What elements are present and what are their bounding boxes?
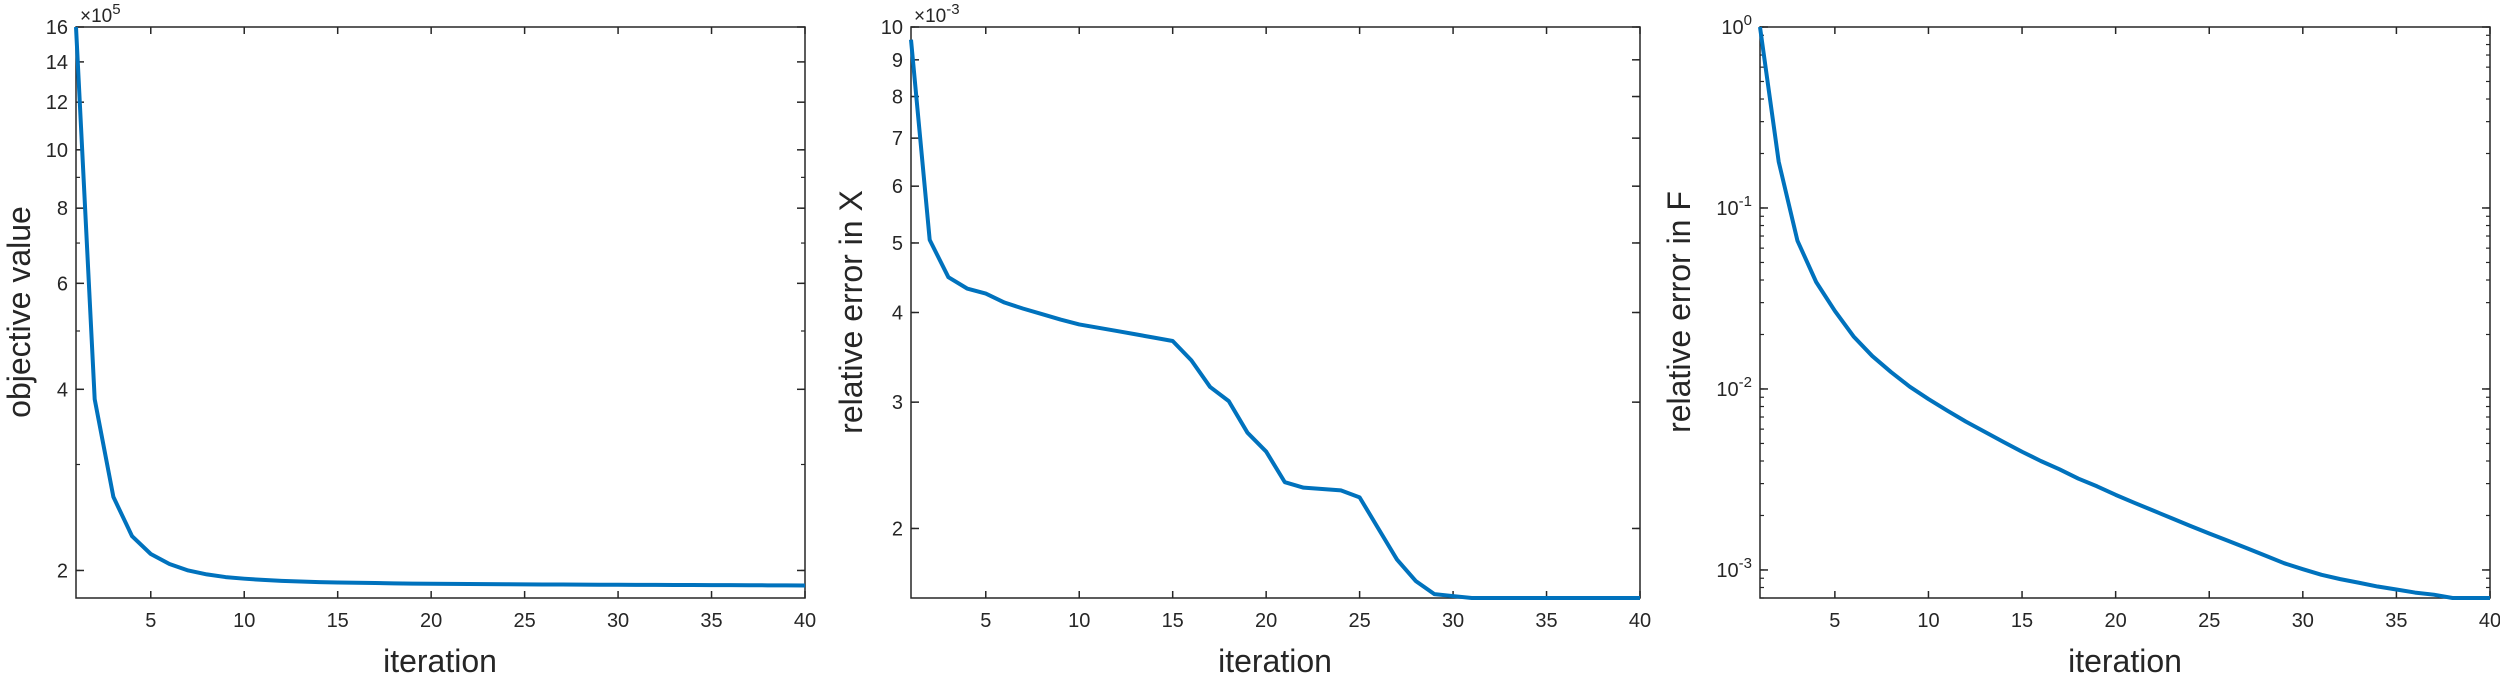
x-tick-label: 35 [700,610,722,632]
y-tick-label: 2 [57,560,68,582]
y-axis-label: relative error in F [1661,191,1697,433]
series-line [1758,26,2490,600]
x-tick-label: 35 [1535,610,1557,632]
y-tick-label: 2 [892,518,903,540]
y-tick-label: 16 [46,17,68,39]
x-tick-label: 35 [2385,610,2407,632]
y-tick-label: 4 [892,303,903,325]
x-tick-label: 25 [2198,610,2220,632]
x-tick-label: 20 [420,610,442,632]
y-axis-multiplier: ×10-3 [914,1,960,27]
y-ticks: 10-3 10-2 10-1 100 [1716,12,2490,599]
panel-relative-error-f: 5 10 15 20 25 30 35 40 10-3 10-2 10-1 100 iteratio… [1661,12,2500,675]
x-axis-label: iteration [1218,643,1332,675]
panel-objective-value: 5 10 15 20 25 30 35 40 2 4 6 8 10 12 14 16 iteration o… [1,1,816,675]
x-axis-label: iteration [383,643,497,675]
x-tick-label: 5 [1829,610,1840,632]
x-tick-label: 30 [1442,610,1464,632]
plot-area-1 [75,26,806,599]
y-tick-label: 10-1 [1716,193,1752,220]
x-tick-label: 15 [1162,610,1184,632]
y-tick-label: 6 [892,176,903,198]
y-tick-label: 4 [57,379,68,401]
series-line [909,39,1640,600]
x-tick-label: 40 [2479,610,2500,632]
y-tick-label: 10 [46,140,68,162]
y-axis-multiplier: ×105 [80,1,121,27]
y-tick-label: 6 [57,273,68,295]
x-tick-label: 40 [794,610,816,632]
y-ticks: 2 4 6 8 10 12 14 16 [46,17,805,582]
x-tick-label: 40 [1629,610,1651,632]
x-ticks: 5 10 15 20 25 30 35 40 [145,27,816,632]
y-axis-label: objective value [1,206,37,418]
y-tick-label: 7 [892,128,903,150]
x-tick-label: 15 [2011,610,2033,632]
x-tick-label: 15 [327,610,349,632]
y-tick-label: 9 [892,50,903,72]
y-tick-label: 8 [57,198,68,220]
x-tick-label: 30 [2292,610,2314,632]
series-line [74,26,806,588]
x-ticks: 5 10 15 20 25 30 35 40 [980,27,1651,632]
y-tick-label: 8 [892,87,903,109]
x-tick-label: 30 [607,610,629,632]
x-tick-label: 10 [233,610,255,632]
y-axis-label: relative error in X [833,190,869,434]
y-tick-label: 14 [46,52,68,74]
y-tick-label: 12 [46,92,68,114]
y-tick-label: 10 [881,17,903,39]
x-tick-label: 5 [145,610,156,632]
plot-area-3 [1759,26,2491,599]
panel-relative-error-x: 5 10 15 20 25 30 35 40 2 3 4 5 6 7 8 9 10 iteration rel… [833,1,1651,675]
x-tick-label: 20 [1255,610,1277,632]
x-tick-label: 25 [1348,610,1370,632]
x-tick-label: 10 [1917,610,1939,632]
y-tick-label: 10-2 [1716,374,1752,401]
x-ticks: 5 10 15 20 25 30 35 40 [1829,27,2500,632]
x-tick-label: 5 [980,610,991,632]
y-tick-label: 100 [1721,12,1752,39]
x-tick-label: 10 [1068,610,1090,632]
x-axis-label: iteration [2068,643,2182,675]
y-tick-label: 10-3 [1716,555,1752,582]
y-tick-label: 5 [892,233,903,255]
x-tick-label: 20 [2105,610,2127,632]
y-ticks: 2 3 4 5 6 7 8 9 10 [881,17,1640,540]
y-tick-label: 3 [892,392,903,414]
x-tick-label: 25 [513,610,535,632]
